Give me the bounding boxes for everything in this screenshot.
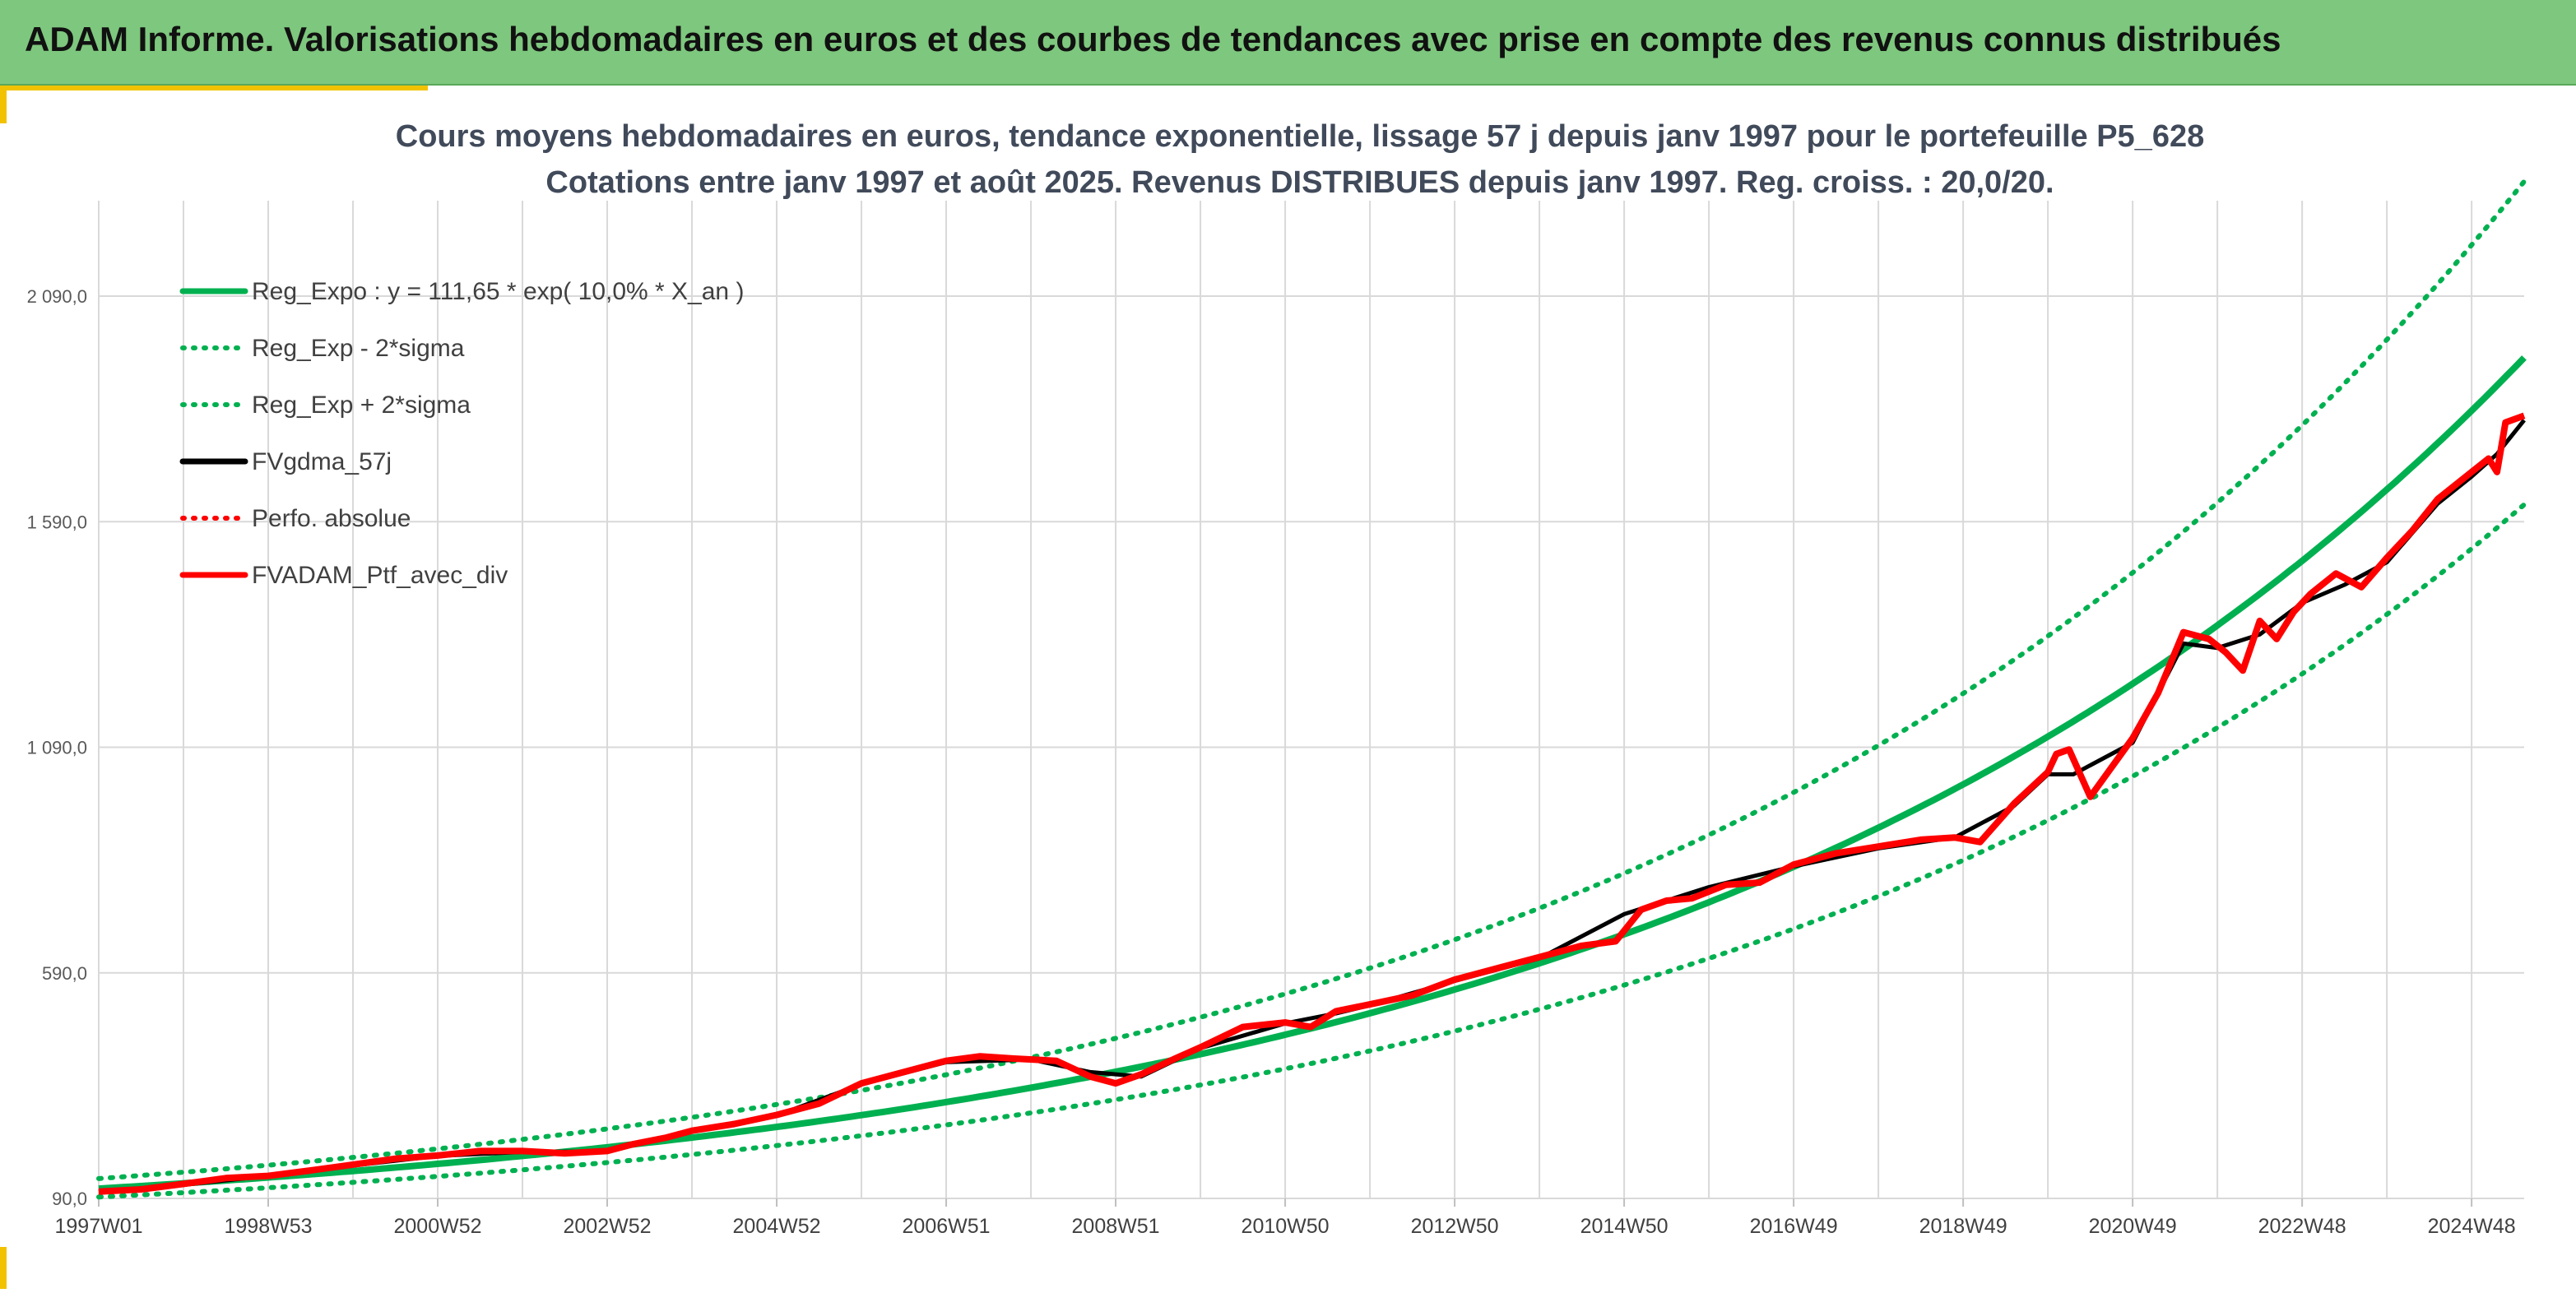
page-title: ADAM Informe. Valorisations hebdomadaire…	[25, 20, 2281, 58]
y-axis: 90,0 590,0 1 090,0 1 590,0 2 090,0	[27, 286, 87, 1209]
x-tick-label: 2002W52	[564, 1215, 652, 1238]
y-tick-label: 1 090,0	[27, 738, 87, 758]
fvadam-ptf-avec-div-line	[98, 412, 2526, 1195]
plot-area	[96, 178, 2527, 1200]
x-tick-label: 2018W49	[1919, 1215, 2007, 1238]
legend-label: Perfo. absolue	[252, 505, 411, 532]
legend-label: FVgdma_57j	[252, 448, 392, 475]
x-axis: 1997W01 1998W53 2000W52 2002W52 2004W52 2006W…	[54, 1198, 2516, 1238]
x-tick-label: 2012W50	[1411, 1215, 1499, 1238]
y-tick-label: 590,0	[42, 963, 87, 984]
x-tick-label: 2006W51	[903, 1215, 991, 1238]
chart: Cours moyens hebdomadaires en euros, ten…	[27, 119, 2527, 1238]
legend-label: Reg_Exp + 2*sigma	[252, 392, 471, 419]
x-tick-label: 2020W49	[2089, 1215, 2177, 1238]
x-tick-label: 2024W48	[2428, 1215, 2516, 1238]
legend-label: FVADAM_Ptf_avec_div	[252, 562, 508, 589]
x-tick-label: 2016W49	[1750, 1215, 1838, 1238]
y-tick-label: 2 090,0	[27, 286, 87, 307]
x-tick-label: 2014W50	[1580, 1215, 1669, 1238]
fvgdma-57j-line	[98, 419, 2526, 1194]
x-tick-label: 2004W52	[733, 1215, 821, 1238]
grid	[98, 201, 2524, 1199]
x-tick-label: 2008W51	[1072, 1215, 1160, 1238]
reg-exp-plus-2sigma-line	[96, 178, 2527, 1181]
x-tick-label: 2000W52	[394, 1215, 482, 1238]
corner-accent-top-left-h	[0, 86, 428, 90]
x-tick-label: 1997W01	[54, 1215, 142, 1238]
chart-frame: Cours moyens hebdomadaires en euros, ten…	[0, 86, 2576, 1289]
x-tick-label: 2010W50	[1242, 1215, 1330, 1238]
perfo-absolue-line	[98, 414, 2525, 1193]
corner-accent-bottom-left	[0, 1247, 7, 1289]
legend-label: Reg_Exp - 2*sigma	[252, 335, 465, 362]
y-tick-label: 90,0	[52, 1189, 87, 1209]
x-tick-label: 2022W48	[2258, 1215, 2346, 1238]
reg-exp-minus-2sigma-line	[96, 502, 2527, 1200]
page-header: ADAM Informe. Valorisations hebdomadaire…	[0, 0, 2576, 86]
chart-title-line-2: Cotations entre janv 1997 et août 2025. …	[545, 165, 2054, 200]
corner-accent-top-left	[0, 86, 7, 123]
legend: Reg_Expo : y = 111,65 * exp( 10,0% * X_a…	[179, 278, 744, 589]
y-tick-label: 1 590,0	[27, 512, 87, 532]
x-tick-label: 1998W53	[224, 1215, 312, 1238]
chart-title-line-1: Cours moyens hebdomadaires en euros, ten…	[396, 119, 2204, 154]
legend-label: Reg_Expo : y = 111,65 * exp( 10,0% * X_a…	[252, 278, 744, 305]
